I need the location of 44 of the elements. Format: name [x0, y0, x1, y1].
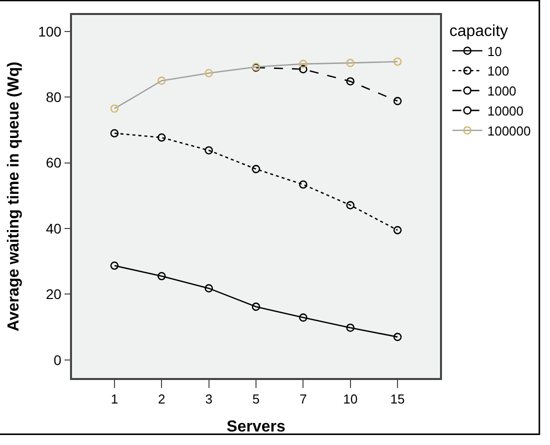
y-tick-label: 80 [46, 89, 62, 106]
point [299, 65, 308, 74]
point [299, 313, 308, 322]
legend-label: 100 [487, 64, 510, 79]
point [110, 262, 119, 270]
point [204, 284, 213, 292]
legend-label: 10000 [487, 104, 524, 119]
y-tick-label: 60 [46, 154, 62, 171]
x-tick-label: 2 [158, 391, 166, 406]
point [299, 180, 308, 189]
point [346, 201, 355, 210]
point [299, 60, 308, 68]
point [157, 272, 166, 280]
y-tick-label: 100 [38, 23, 62, 40]
x-tick-label: 7 [300, 391, 307, 406]
point [252, 164, 260, 174]
point [252, 302, 260, 311]
point [110, 104, 119, 113]
legend-label: 100000 [487, 123, 531, 138]
x-tick-label: 15 [390, 391, 405, 406]
point [204, 69, 213, 78]
y-tick-label: 40 [46, 220, 62, 236]
point [393, 332, 402, 342]
x-axis-title: Servers [226, 418, 286, 436]
y-tick-label: 0 [54, 352, 62, 368]
x-tick-label: 3 [205, 391, 212, 406]
point [346, 58, 355, 68]
point [393, 226, 402, 234]
point [346, 324, 355, 332]
x-tick-label: 5 [252, 391, 260, 406]
legend-label: 10 [487, 44, 502, 59]
point [393, 58, 402, 66]
point [204, 146, 213, 154]
y-axis-title: Average waiting time in queue (Wq) [5, 62, 22, 332]
legend-title: capacity [449, 22, 508, 40]
point [393, 96, 402, 106]
point [110, 129, 119, 138]
legend-label: 1000 [487, 84, 516, 99]
point [157, 133, 166, 142]
point [157, 76, 166, 85]
x-tick-label: 10 [343, 391, 358, 406]
x-tick-label: 1 [110, 391, 118, 406]
y-tick-label: 20 [46, 286, 62, 302]
point [346, 77, 355, 86]
